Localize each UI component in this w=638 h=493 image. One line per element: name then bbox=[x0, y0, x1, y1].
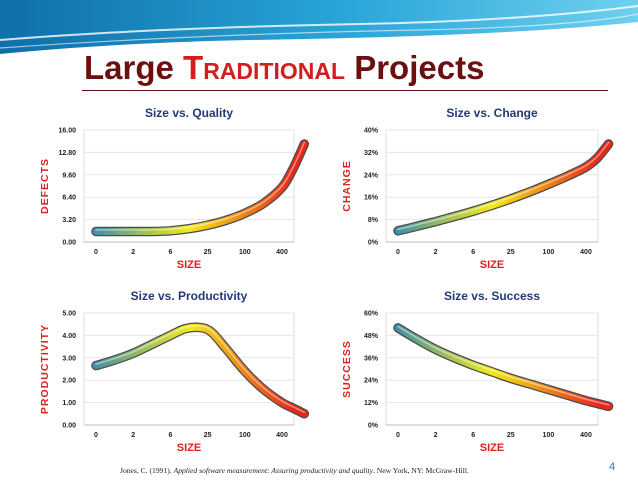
x-tick-label: 0 bbox=[94, 432, 98, 439]
y-tick-label: 5.00 bbox=[62, 311, 76, 318]
y-tick-label: 3.20 bbox=[62, 217, 76, 224]
y-tick-label: 40% bbox=[364, 128, 379, 135]
x-tick-label: 400 bbox=[276, 249, 288, 256]
y-tick-label: 0.00 bbox=[62, 240, 76, 247]
y-tick-label: 0.00 bbox=[62, 423, 76, 430]
y-tick-label: 9.60 bbox=[62, 172, 76, 179]
title-suffix: Projects bbox=[345, 49, 485, 86]
chart-title: Size vs. Success bbox=[444, 289, 540, 303]
series-line-highlight bbox=[397, 141, 610, 231]
x-axis-label: SIZE bbox=[480, 442, 504, 454]
y-tick-label: 0% bbox=[368, 423, 379, 430]
x-tick-label: 25 bbox=[507, 432, 515, 439]
citation-authors: Jones, C. (1991). bbox=[120, 466, 174, 475]
x-axis-label: SIZE bbox=[177, 442, 201, 454]
y-axis-label: DEFECTS bbox=[39, 158, 51, 214]
citation-book-title: Applied software measurement: Assuring p… bbox=[173, 466, 373, 475]
x-tick-label: 100 bbox=[239, 249, 251, 256]
citation: Jones, C. (1991). Applied software measu… bbox=[120, 466, 469, 475]
title-divider bbox=[82, 90, 608, 91]
chart-size-vs-change: 0% 8% 16% 24% 32% 40% 0 2 6 25 100 400 SIZE CHANGE Siz… bbox=[341, 106, 614, 271]
x-tick-label: 2 bbox=[434, 432, 438, 439]
series-line bbox=[394, 324, 613, 410]
x-tick-label: 6 bbox=[168, 249, 172, 256]
x-tick-label: 6 bbox=[471, 249, 475, 256]
plot-area bbox=[83, 129, 295, 243]
series-line-highlight bbox=[95, 325, 306, 414]
title-prefix: Large bbox=[84, 49, 184, 86]
slide-title: Large Traditional Projects bbox=[84, 50, 484, 86]
title-emphasis: Traditional bbox=[183, 49, 346, 86]
header-banner bbox=[0, 0, 638, 54]
y-tick-label: 8% bbox=[368, 217, 379, 224]
y-axis-label: PRODUCTIVITY bbox=[39, 324, 51, 414]
page-number: 4 bbox=[609, 461, 616, 473]
x-tick-label: 25 bbox=[507, 249, 515, 256]
y-tick-label: 2.00 bbox=[62, 378, 76, 385]
y-tick-label: 36% bbox=[364, 355, 379, 362]
y-tick-label: 16.00 bbox=[58, 128, 76, 135]
citation-publisher: . New York, NY: McGraw-Hill. bbox=[372, 466, 469, 475]
series-line bbox=[92, 140, 308, 236]
chart-title: Size vs. Change bbox=[446, 106, 538, 120]
chart-size-vs-quality: 0.00 3.20 6.40 9.60 12.80 16.00 0 2 6 25 100 400 SIZ… bbox=[39, 106, 310, 271]
x-tick-label: 0 bbox=[94, 249, 98, 256]
y-tick-label: 1.00 bbox=[62, 400, 76, 407]
y-tick-label: 32% bbox=[364, 150, 379, 157]
x-axis-label: SIZE bbox=[480, 259, 504, 271]
series-line-highlight bbox=[397, 325, 610, 406]
x-tick-label: 100 bbox=[239, 432, 251, 439]
x-tick-label: 6 bbox=[471, 432, 475, 439]
y-tick-label: 0% bbox=[368, 240, 379, 247]
series-line bbox=[92, 323, 308, 418]
y-axis-label: SUCCESS bbox=[341, 340, 353, 398]
x-tick-label: 100 bbox=[543, 432, 555, 439]
chart-title: Size vs. Quality bbox=[145, 106, 233, 120]
y-tick-label: 3.00 bbox=[62, 355, 76, 362]
chart-title: Size vs. Productivity bbox=[131, 289, 248, 303]
y-tick-label: 12% bbox=[364, 400, 379, 407]
x-tick-label: 100 bbox=[543, 249, 555, 256]
x-tick-label: 6 bbox=[168, 432, 172, 439]
x-tick-label: 400 bbox=[580, 432, 592, 439]
y-tick-label: 6.40 bbox=[62, 195, 76, 202]
y-tick-label: 4.00 bbox=[62, 333, 76, 340]
x-axis-label: SIZE bbox=[177, 259, 201, 271]
y-tick-label: 24% bbox=[364, 172, 379, 179]
x-tick-label: 0 bbox=[396, 249, 400, 256]
series-line-highlight bbox=[95, 141, 306, 231]
y-tick-label: 60% bbox=[364, 311, 379, 318]
series-line bbox=[394, 140, 613, 235]
x-tick-label: 2 bbox=[131, 249, 135, 256]
x-tick-label: 400 bbox=[580, 249, 592, 256]
x-tick-label: 2 bbox=[434, 249, 438, 256]
y-tick-label: 16% bbox=[364, 195, 379, 202]
chart-size-vs-productivity: 0.00 1.00 2.00 3.00 4.00 5.00 0 2 6 25 100 400 SIZE P… bbox=[39, 289, 310, 454]
x-tick-label: 25 bbox=[204, 249, 212, 256]
y-tick-label: 24% bbox=[364, 378, 379, 385]
x-tick-label: 400 bbox=[276, 432, 288, 439]
y-tick-label: 48% bbox=[364, 333, 379, 340]
y-tick-label: 12.80 bbox=[58, 150, 76, 157]
x-tick-label: 2 bbox=[131, 432, 135, 439]
x-tick-label: 25 bbox=[204, 432, 212, 439]
y-axis-label: CHANGE bbox=[341, 160, 353, 212]
chart-size-vs-success: 0% 12% 24% 36% 48% 60% 0 2 6 25 100 400 SIZE SUCCESS S… bbox=[341, 289, 614, 454]
x-tick-label: 0 bbox=[396, 432, 400, 439]
